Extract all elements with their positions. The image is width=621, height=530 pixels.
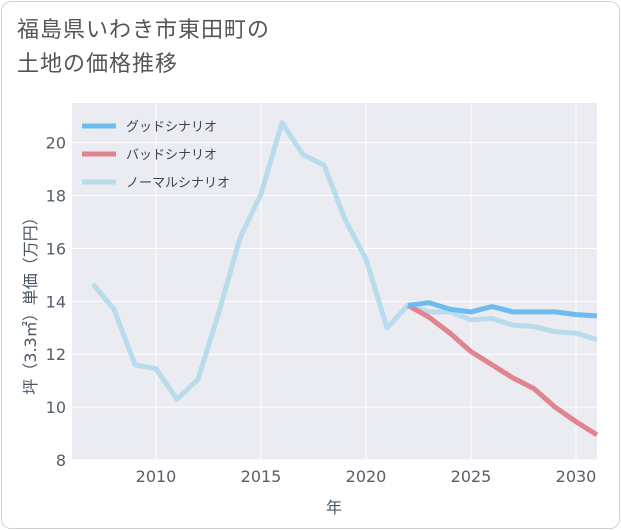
y-tick-label: 10 — [46, 398, 66, 417]
legend-item-1[interactable]: バッドシナリオ — [82, 148, 217, 163]
chart-title: 福島県いわき市東田町の 土地の価格推移 — [17, 14, 537, 82]
x-tick-label: 2010 — [136, 467, 177, 486]
y-tick-label: 14 — [46, 292, 66, 311]
x-axis-title: 年 — [326, 498, 342, 517]
x-tick-label: 2030 — [556, 467, 597, 486]
y-tick-label: 12 — [46, 345, 66, 364]
plot-area — [72, 103, 597, 460]
y-tick-label: 8 — [56, 451, 66, 470]
legend-item-0[interactable]: グッドシナリオ — [82, 120, 217, 135]
y-tick-label: 18 — [46, 187, 66, 206]
legend-label: バッドシナリオ — [126, 148, 217, 163]
x-tick-label: 2015 — [241, 467, 282, 486]
x-tick-label: 2025 — [451, 467, 492, 486]
y-tick-labels: 8 10 12 14 16 18 20 — [46, 134, 66, 470]
title-line-2: 土地の価格推移 — [17, 52, 179, 77]
y-tick-label: 16 — [46, 239, 66, 258]
y-axis-title: 坪（3.3㎡）単価（万円） — [21, 209, 40, 394]
series-line-2 — [91, 120, 598, 402]
series-line-1 — [406, 303, 599, 438]
x-tick-labels: 2010 2015 2020 2025 2030 — [136, 467, 597, 486]
series-layer — [91, 120, 599, 438]
grid-lines — [72, 103, 597, 461]
legend-label: ノーマルシナリオ — [126, 176, 230, 191]
y-tick-label: 20 — [46, 134, 66, 153]
title-line-1: 福島県いわき市東田町の — [17, 18, 271, 43]
legend-item-2[interactable]: ノーマルシナリオ — [82, 176, 230, 191]
x-tick-label: 2020 — [346, 467, 387, 486]
legend-label: グッドシナリオ — [126, 120, 217, 135]
series-line-0 — [407, 300, 598, 319]
